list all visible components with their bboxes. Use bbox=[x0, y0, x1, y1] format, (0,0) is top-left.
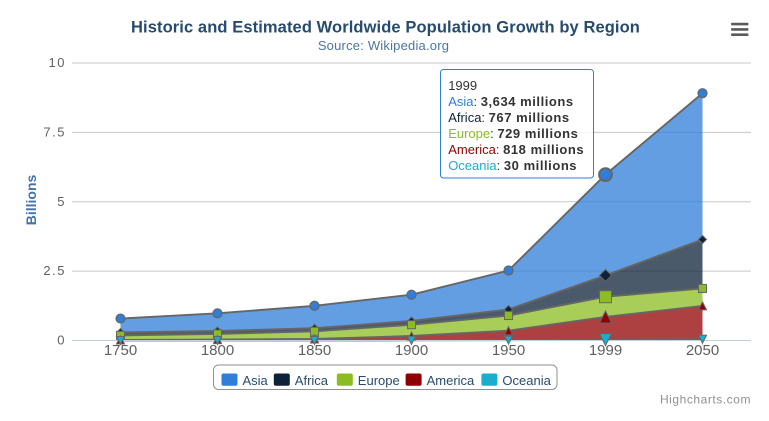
svg-text:1900: 1900 bbox=[395, 342, 428, 359]
svg-text:1999: 1999 bbox=[448, 78, 477, 93]
svg-text:1950: 1950 bbox=[492, 342, 525, 359]
svg-text:Oceania: 30 millions: Oceania: 30 millions bbox=[448, 158, 577, 173]
svg-text:Historic and Estimated Worldwi: Historic and Estimated Worldwide Populat… bbox=[131, 18, 640, 36]
svg-text:10: 10 bbox=[49, 55, 66, 70]
svg-text:1850: 1850 bbox=[298, 342, 331, 359]
svg-text:Africa: Africa bbox=[295, 373, 329, 388]
svg-text:Asia: 3,634 millions: Asia: 3,634 millions bbox=[448, 94, 574, 109]
svg-text:Africa: 767 millions: Africa: 767 millions bbox=[448, 110, 570, 125]
svg-text:Highcharts.com: Highcharts.com bbox=[660, 393, 751, 407]
svg-text:5: 5 bbox=[57, 194, 66, 209]
svg-text:America: America bbox=[427, 373, 475, 388]
svg-text:Oceania: Oceania bbox=[502, 373, 551, 388]
svg-text:0: 0 bbox=[57, 333, 66, 348]
svg-text:Source: Wikipedia.org: Source: Wikipedia.org bbox=[318, 38, 449, 53]
svg-text:Asia: Asia bbox=[243, 373, 269, 388]
svg-text:2050: 2050 bbox=[686, 342, 719, 359]
svg-text:2.5: 2.5 bbox=[43, 263, 66, 278]
svg-text:1750: 1750 bbox=[104, 342, 137, 359]
svg-text:1800: 1800 bbox=[201, 342, 234, 359]
svg-text:1999: 1999 bbox=[589, 342, 622, 359]
svg-text:America: 818 millions: America: 818 millions bbox=[448, 142, 584, 157]
svg-text:Billions: Billions bbox=[23, 175, 39, 226]
svg-text:Europe: 729 millions: Europe: 729 millions bbox=[448, 126, 578, 141]
svg-text:Europe: Europe bbox=[358, 373, 400, 388]
svg-text:7.5: 7.5 bbox=[43, 125, 66, 140]
